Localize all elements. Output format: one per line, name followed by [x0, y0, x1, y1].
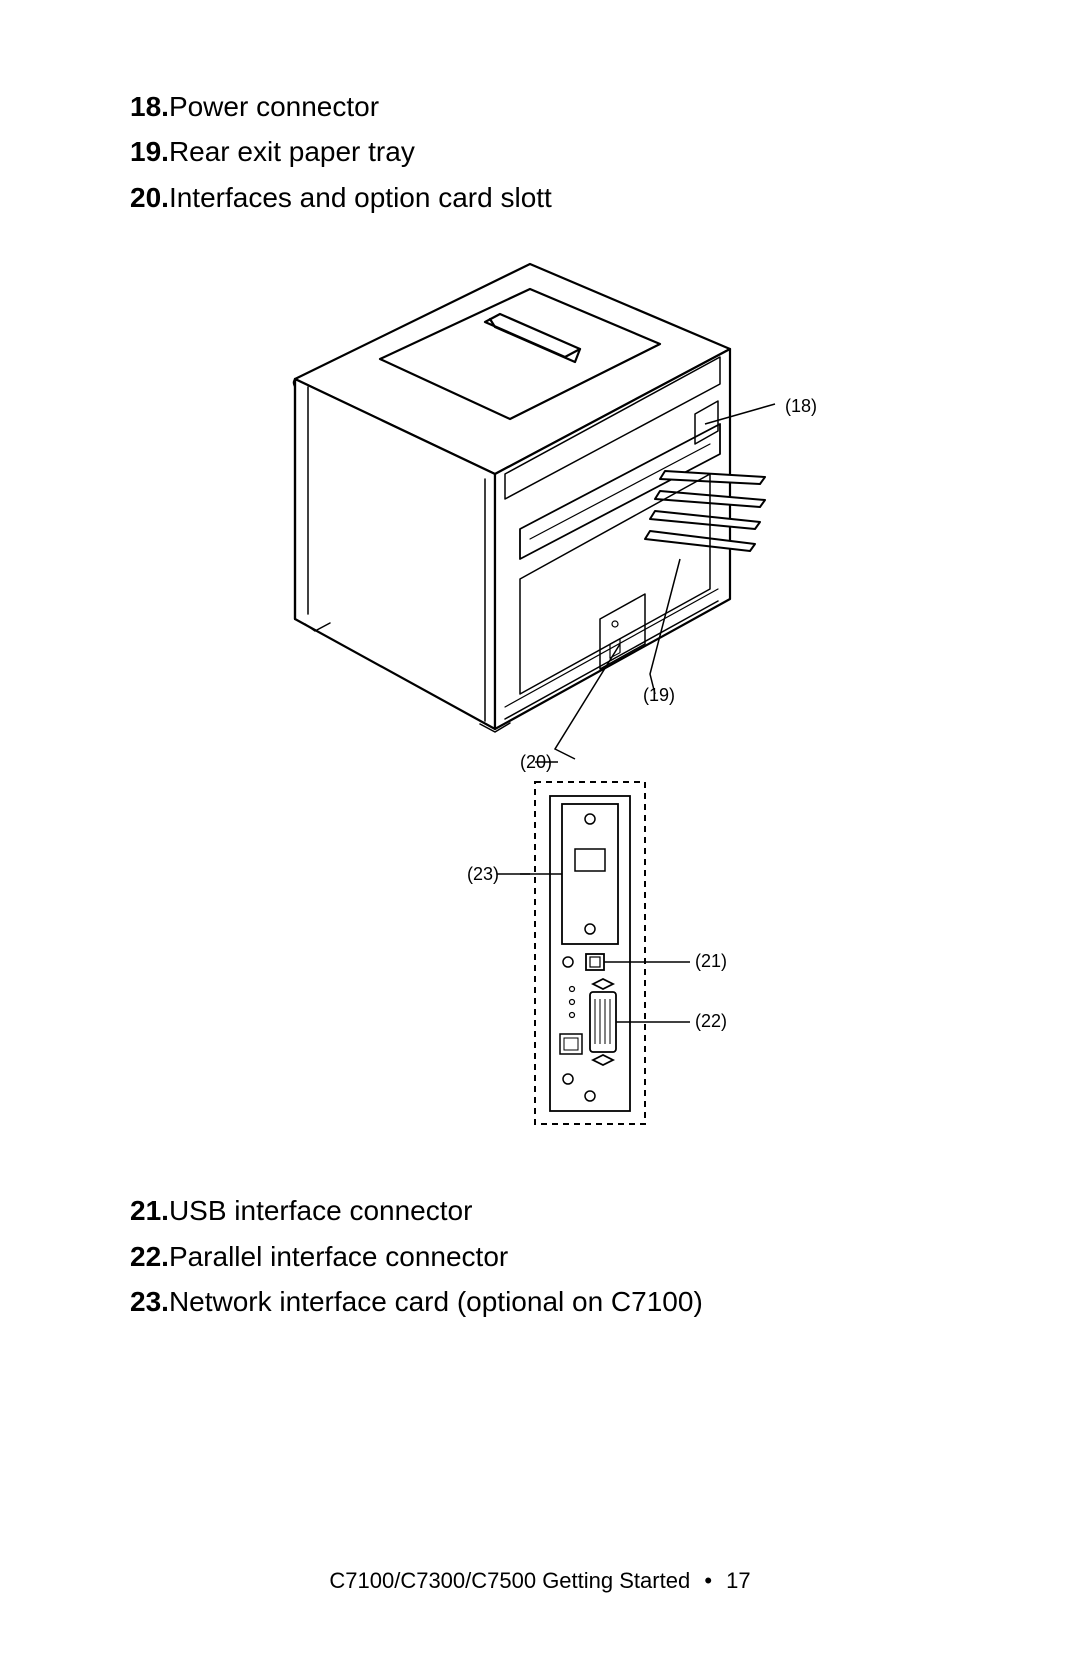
list-number: 22. — [130, 1241, 169, 1272]
list-text: Parallel interface connector — [169, 1241, 508, 1272]
leader-line-icon — [495, 867, 535, 882]
list-number: 18. — [130, 91, 169, 122]
list-text: Network interface card (optional on C710… — [169, 1286, 703, 1317]
list-number: 21. — [130, 1195, 169, 1226]
list-item: 22.Parallel interface connector — [130, 1235, 950, 1278]
list-item: 21.USB interface connector — [130, 1189, 950, 1232]
list-text: Power connector — [169, 91, 379, 122]
leader-line-icon — [530, 754, 560, 779]
callout-21: (21) — [695, 951, 727, 972]
callout-18: (18) — [785, 396, 817, 417]
callout-22: (22) — [695, 1011, 727, 1032]
page-footer: C7100/C7300/C7500 Getting Started • 17 — [0, 1568, 1080, 1594]
list-item: 20.Interfaces and option card slott — [130, 176, 950, 219]
page-number: 17 — [726, 1568, 750, 1593]
footer-title: C7100/C7300/C7500 Getting Started — [329, 1568, 690, 1593]
bullet-icon: • — [704, 1568, 712, 1594]
list-item: 19.Rear exit paper tray — [130, 130, 950, 173]
list-text: Interfaces and option card slott — [169, 182, 552, 213]
list-number: 19. — [130, 136, 169, 167]
list-item: 18.Power connector — [130, 85, 950, 128]
list-number: 20. — [130, 182, 169, 213]
list-text: Rear exit paper tray — [169, 136, 415, 167]
list-number: 23. — [130, 1286, 169, 1317]
bottom-numbered-list: 21.USB interface connector 22.Parallel i… — [130, 1189, 950, 1323]
printer-illustration-icon — [200, 249, 840, 779]
list-item: 23.Network interface card (optional on C… — [130, 1280, 950, 1323]
list-text: USB interface connector — [169, 1195, 473, 1226]
printer-diagram: (18) (19) (20) — [130, 249, 950, 1129]
top-numbered-list: 18.Power connector 19.Rear exit paper tr… — [130, 85, 950, 219]
callout-19: (19) — [643, 685, 675, 706]
